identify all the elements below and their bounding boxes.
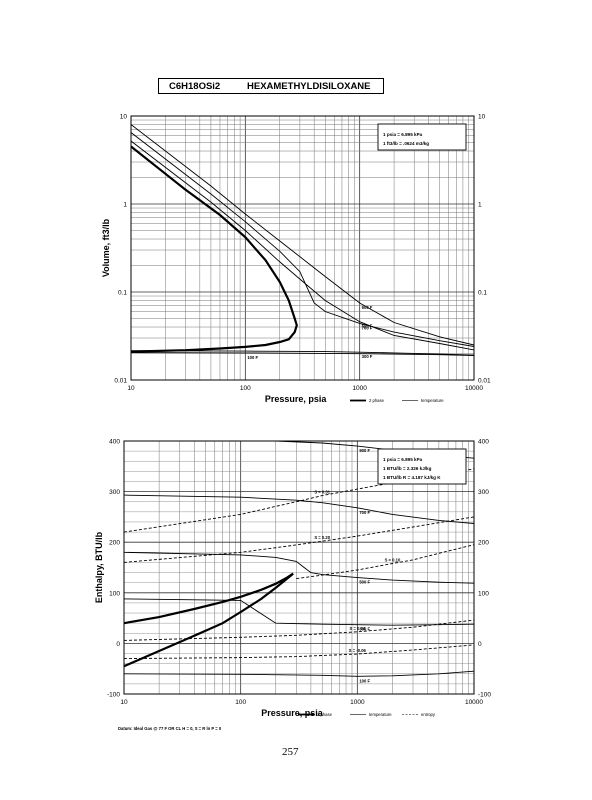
series-label-100-f: 100 F [247, 355, 258, 360]
info-box [377, 448, 467, 485]
series-label-900-f: 900 F [362, 305, 373, 310]
series-label-s-0-06: S = -0.06 [349, 648, 367, 653]
series-line-500-f [124, 551, 474, 584]
series-line-s-0-06 [124, 644, 474, 660]
series-label-900-f: 900 F [359, 448, 370, 453]
legend-label-entropy: entropy [421, 712, 436, 717]
y-tick-label-right: 400 [478, 439, 489, 446]
series-line-s-0-04 [124, 619, 474, 641]
legend-label-2-phase: 2 phase [369, 398, 385, 403]
chart-2 [123, 440, 475, 716]
x-tick-label: 1000 [352, 385, 367, 392]
y-tick-label-left: 1 [123, 202, 127, 209]
plot-frame [123, 440, 475, 695]
series-line-100-f [124, 670, 474, 677]
legend-label-temperature: temperature [421, 398, 444, 403]
series-label-300-f: 300 F [359, 627, 370, 632]
y-axis-label: Volume, ft3/lb [101, 218, 111, 277]
series-line-s-0-10 [296, 544, 474, 580]
y-tick-label-left: 0.01 [114, 378, 127, 385]
info-box [377, 123, 467, 151]
chart-1 [130, 115, 475, 402]
series-label-500-f: 500 F [359, 580, 370, 585]
series-label-700-f: 700 F [362, 325, 373, 330]
info-box-line: 1 BTU/lb = 2.326 kJ/kg [383, 466, 432, 471]
x-tick-label: 100 [240, 385, 251, 392]
series-line-s-0-31 [124, 468, 474, 533]
x-tick-label: 10000 [465, 699, 483, 706]
y-tick-label-right: -100 [478, 692, 491, 699]
compound-formula: C6H18OSi2 [169, 80, 221, 92]
y-tick-label-left: 200 [109, 540, 120, 547]
series-line-s-0-20 [124, 516, 474, 563]
series-line-100-f [131, 352, 474, 356]
x-tick-label: 10000 [465, 385, 483, 392]
y-tick-label-right: 10 [478, 114, 486, 121]
x-tick-label: 10 [120, 699, 128, 706]
series-label-s-0-31: S = 0.31 [314, 490, 330, 495]
y-tick-label-left: 300 [109, 489, 120, 496]
y-tick-label-left: 10 [120, 114, 128, 121]
series-line-900-f [131, 124, 474, 346]
y-tick-label-right: 1 [478, 202, 482, 209]
y-tick-label-right: 300 [478, 489, 489, 496]
info-box-line: 1 BTU/lb R = 4.187 kJ/kg K [383, 475, 441, 480]
series-line-300-f [131, 350, 474, 356]
y-tick-label-right: 0 [478, 641, 482, 648]
y-tick-label-right: 100 [478, 590, 489, 597]
series-label-300-f: 300 F [362, 354, 373, 359]
y-tick-label-left: 0.1 [118, 290, 127, 297]
series-line-700-f [131, 132, 474, 347]
y-tick-label-right: 0.01 [478, 378, 491, 385]
legend-label-temperature: temperature [369, 712, 392, 717]
series-line-2-phase [124, 572, 294, 668]
series-line-700-f [124, 494, 474, 524]
series-line-300-f [124, 598, 474, 626]
series-line-500-f [131, 140, 474, 351]
series-label-s-0-20: S = 0.20 [314, 535, 330, 540]
datum-footnote: Datum: Ideal Gas @ 77 F OR CL H = 0, S =… [118, 726, 222, 731]
x-tick-label: 10 [127, 385, 135, 392]
info-box-line: 1 psia = 6.895 kPa [383, 457, 423, 462]
series-label-100-f: 100 F [359, 678, 370, 683]
y-tick-label-left: 0 [116, 641, 120, 648]
x-tick-label: 1000 [350, 699, 365, 706]
y-tick-label-left: 100 [109, 590, 120, 597]
page-number: 257 [282, 746, 299, 758]
series-label-s-0-10: S = 0.10 [385, 557, 401, 562]
x-axis-label: Pressure, psia [265, 394, 328, 404]
y-tick-label-right: 200 [478, 540, 489, 547]
y-tick-label-left: -100 [107, 692, 120, 699]
plot-frame [130, 115, 475, 381]
info-box-line: 1 ft3/lb = .0624 m3/kg [383, 141, 429, 146]
series-label-s-0-04: S = 0.04 [349, 626, 365, 631]
series-label-700-f: 700 F [359, 510, 370, 515]
chart-title-box: C6H18OSi2 HEXAMETHYLDISILOXANE [158, 78, 384, 94]
series-line-2-phase [131, 145, 298, 353]
y-tick-label-right: 0.1 [478, 290, 487, 297]
y-axis-label: Enthalpy, BTU/lb [94, 531, 104, 603]
x-tick-label: 100 [235, 699, 246, 706]
x-axis-label: Pressure, psia [261, 708, 324, 718]
series-label-500-f: 500 F [362, 324, 373, 329]
compound-name: HEXAMETHYLDISILOXANE [247, 80, 371, 92]
legend-label-2-phase: 2 phase [317, 712, 333, 717]
y-tick-label-left: 400 [109, 439, 120, 446]
info-box-line: 1 psia = 6.895 kPa [383, 132, 423, 137]
